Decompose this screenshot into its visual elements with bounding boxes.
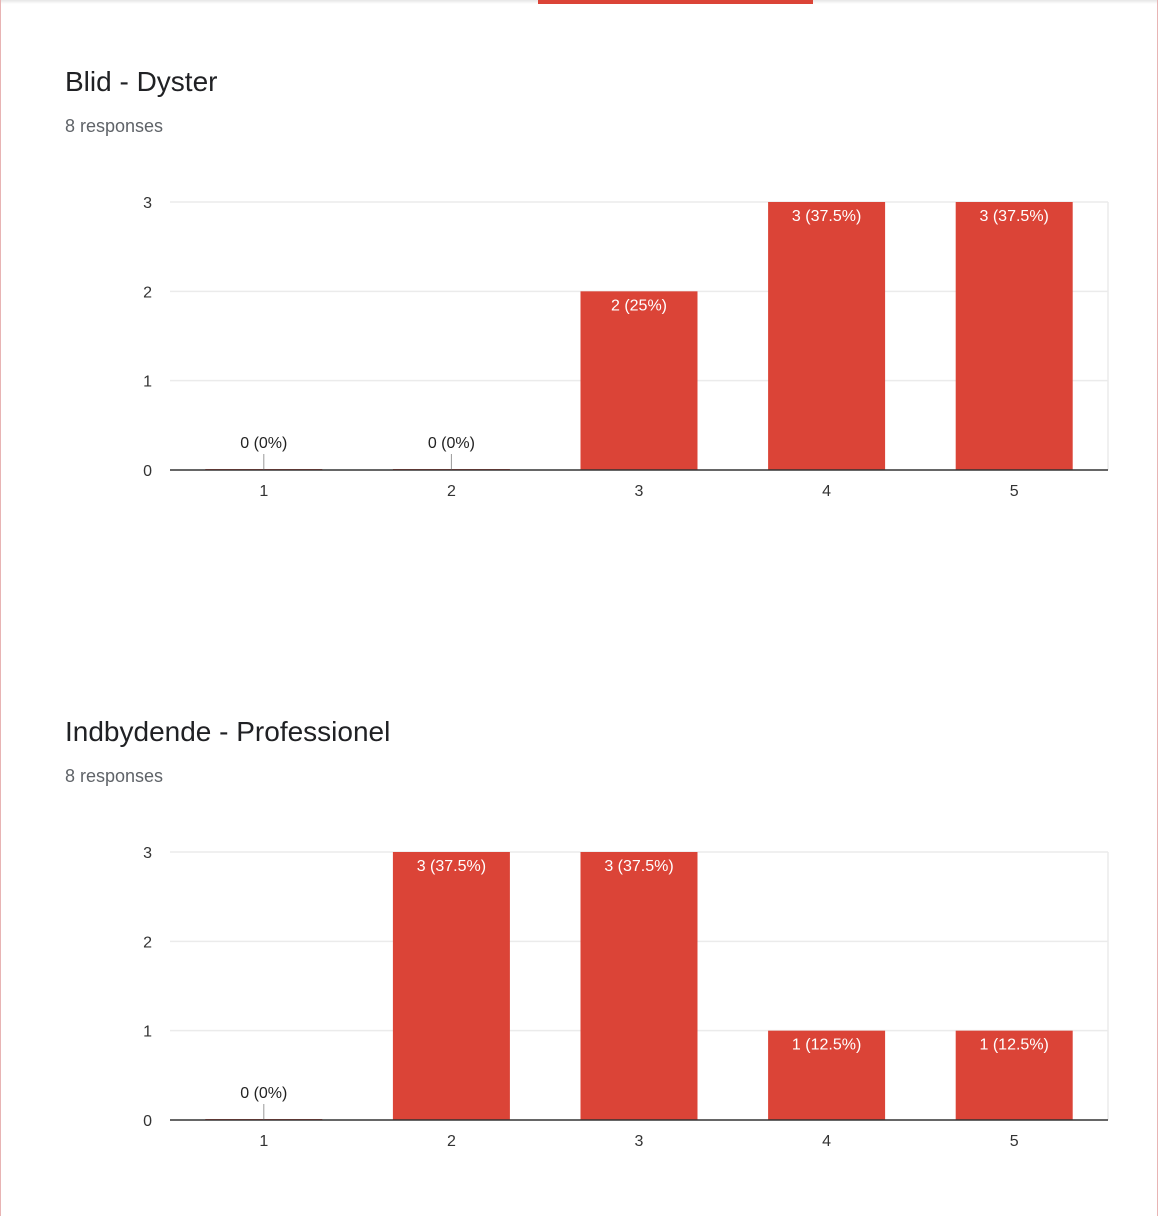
x-tick-label: 3 [635,483,644,500]
data-label: 3 (37.5%) [417,858,486,875]
bar-4: 3 (37.5%) [768,202,886,470]
x-tick-label: 4 [822,1133,831,1150]
bar-chart-blid-dyster: 0 1 2 3 0 (0%) 1 0 (0%) 2 2 (25%) 3 3 (37.5%) 4 3 (3… [143,195,1109,500]
data-label: 0 (0%) [240,435,287,452]
bar-rect [768,1030,886,1120]
data-label: 0 (0%) [240,1085,287,1102]
data-label: 3 (37.5%) [792,208,861,225]
response-count: 8 responses [65,116,164,136]
bar-3: 3 (37.5%) [580,852,698,1120]
x-tick-label: 5 [1010,483,1019,500]
data-label: 1 (12.5%) [792,1037,861,1054]
x-tick-label: 3 [635,1133,644,1150]
bar-3: 2 (25%) [580,291,698,470]
data-label: 2 (25%) [611,297,667,314]
x-tick-label: 1 [259,1133,268,1150]
active-tab-indicator [538,0,813,4]
x-tick-label: 2 [447,483,456,500]
y-tick-label: 1 [143,1024,152,1041]
bar-rect [955,1030,1073,1120]
x-tick-label: 4 [822,483,831,500]
bar-4: 1 (12.5%) [768,1030,886,1120]
x-tick-label: 1 [259,483,268,500]
y-tick-label: 2 [143,934,152,951]
data-label: 3 (37.5%) [980,208,1049,225]
y-tick-label: 0 [143,463,152,480]
y-tick-label: 3 [143,845,152,862]
bar-chart-indbydende-professionel: 0 1 2 3 0 (0%) 1 3 (37.5%) 2 3 (37.5%) 3 1 (12.5%)… [143,845,1109,1150]
bar-1: 0 (0%) [205,1085,323,1120]
bar-5: 3 (37.5%) [955,202,1073,470]
data-label: 3 (37.5%) [604,858,673,875]
question-title: Indbydende - Professionel [65,716,391,747]
bar-rect [768,202,886,470]
x-tick-label: 2 [447,1133,456,1150]
bar-rect [392,852,510,1120]
y-tick-label: 2 [143,284,152,301]
y-tick-label: 0 [143,1113,152,1130]
bar-rect [580,852,698,1120]
y-tick-label: 3 [143,195,152,212]
question-title: Blid - Dyster [65,66,218,97]
bar-5: 1 (12.5%) [955,1030,1073,1120]
data-label: 1 (12.5%) [980,1037,1049,1054]
bar-1: 0 (0%) [205,435,323,470]
response-count: 8 responses [65,766,164,786]
x-tick-label: 5 [1010,1133,1019,1150]
bar-2: 0 (0%) [392,435,510,470]
bar-rect [955,202,1073,470]
bar-2: 3 (37.5%) [392,852,510,1120]
bar-rect [580,291,698,470]
data-label: 0 (0%) [428,435,475,452]
y-tick-label: 1 [143,374,152,391]
